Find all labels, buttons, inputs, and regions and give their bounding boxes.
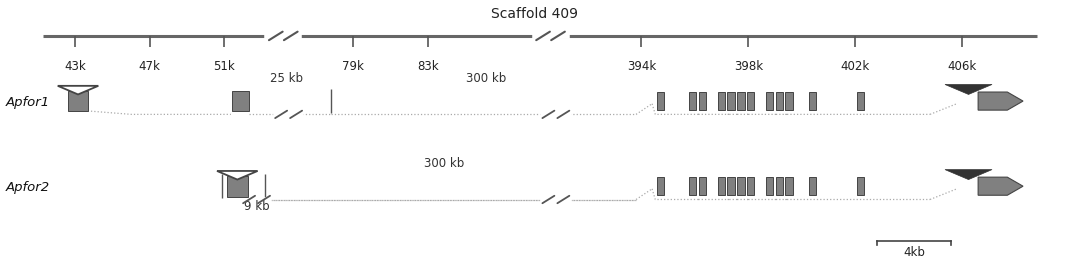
Polygon shape xyxy=(945,170,992,180)
Bar xyxy=(785,177,793,195)
Text: 47k: 47k xyxy=(139,60,160,73)
Bar xyxy=(776,177,784,195)
Bar xyxy=(746,177,755,195)
Bar xyxy=(746,92,755,110)
Bar xyxy=(785,92,793,110)
Text: 83k: 83k xyxy=(417,60,438,73)
Polygon shape xyxy=(217,171,258,180)
Text: 51k: 51k xyxy=(214,60,235,73)
Bar xyxy=(656,92,665,110)
Text: 9 kb: 9 kb xyxy=(244,200,269,213)
Bar xyxy=(718,177,726,195)
Text: 43k: 43k xyxy=(64,60,86,73)
Bar xyxy=(656,177,665,195)
Text: 4kb: 4kb xyxy=(903,246,925,259)
Text: 402k: 402k xyxy=(840,60,870,73)
Bar xyxy=(699,92,707,110)
Bar xyxy=(227,176,248,197)
Text: 25 kb: 25 kb xyxy=(270,72,303,85)
Polygon shape xyxy=(978,177,1023,195)
Text: 300 kb: 300 kb xyxy=(466,72,507,85)
Bar xyxy=(776,92,784,110)
Bar xyxy=(718,92,726,110)
Bar xyxy=(738,92,745,110)
Polygon shape xyxy=(945,85,992,94)
Bar xyxy=(690,177,697,195)
Text: Apfor1: Apfor1 xyxy=(5,96,49,109)
Bar xyxy=(690,92,697,110)
Bar xyxy=(765,177,774,195)
Bar xyxy=(68,91,88,111)
Polygon shape xyxy=(58,86,98,94)
Text: 398k: 398k xyxy=(733,60,763,73)
Bar xyxy=(728,92,735,110)
Text: 300 kb: 300 kb xyxy=(423,157,464,170)
Bar xyxy=(738,177,745,195)
Bar xyxy=(857,177,865,195)
Bar xyxy=(809,177,817,195)
Bar xyxy=(699,177,707,195)
Text: Scaffold 409: Scaffold 409 xyxy=(491,7,578,21)
Bar xyxy=(857,92,865,110)
Text: 406k: 406k xyxy=(947,60,977,73)
Text: Apfor2: Apfor2 xyxy=(5,181,49,194)
Text: 394k: 394k xyxy=(626,60,656,73)
Bar xyxy=(232,91,249,111)
Bar xyxy=(809,92,817,110)
Bar xyxy=(765,92,774,110)
Polygon shape xyxy=(978,92,1023,110)
Bar xyxy=(728,177,735,195)
Text: 79k: 79k xyxy=(342,60,363,73)
